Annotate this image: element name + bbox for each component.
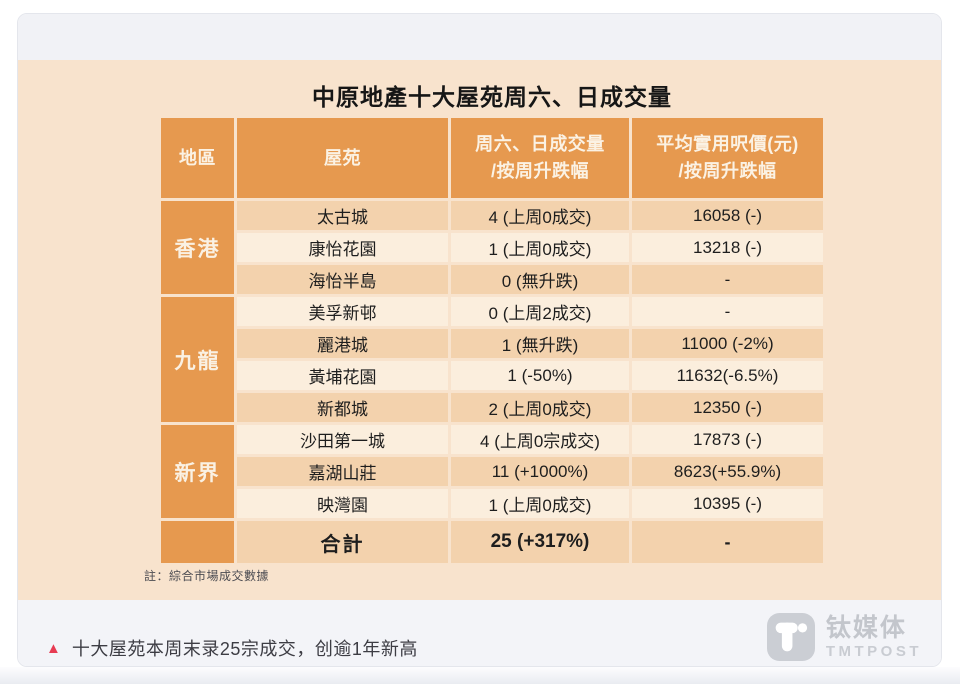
- volume-cell: 1 (上周0成交): [451, 489, 629, 518]
- estate-cell: 海怡半島: [237, 265, 448, 294]
- top-band: [18, 14, 941, 60]
- volume-cell: 1 (上周0成交): [451, 233, 629, 262]
- col-header-region: 地區: [161, 118, 234, 198]
- region-cell-newterritories: 新界: [161, 425, 234, 518]
- estate-cell: 美孚新邨: [237, 297, 448, 326]
- price-cell: 16058 (-): [632, 201, 823, 230]
- col-header-volume: 周六、日成交量 /按周升跌幅: [451, 118, 629, 198]
- table-row: 新界 沙田第一城 4 (上周0宗成交) 17873 (-): [161, 425, 823, 518]
- header-row: 地區 屋苑 周六、日成交量 /按周升跌幅 平均實用呎價(元) /按周升跌幅: [161, 118, 823, 198]
- volume-cell: 0 (無升跌): [451, 265, 629, 294]
- table-row: 九龍 美孚新邨 0 (上周2成交) -: [161, 297, 823, 422]
- table-row: 映灣園 1 (上周0成交) 10395 (-): [161, 489, 823, 518]
- price-cell: 8623(+55.9%): [632, 457, 823, 486]
- image-caption: ▲ 十大屋苑本周末录25宗成交，创逾1年新高: [46, 635, 418, 661]
- table-row: 新都城 2 (上周0成交) 12350 (-): [161, 393, 823, 422]
- col-header-price: 平均實用呎價(元) /按周升跌幅: [632, 118, 823, 198]
- price-cell: -: [632, 265, 823, 294]
- price-cell: 10395 (-): [632, 489, 823, 518]
- col-header-price-line2: /按周升跌幅: [678, 161, 777, 181]
- price-cell: 12350 (-): [632, 393, 823, 422]
- table-row: 黃埔花園 1 (-50%) 11632(-6.5%): [161, 361, 823, 390]
- tmtpost-logo: 钛媒体 TMTPOST: [766, 613, 922, 661]
- footer-band: ▲ 十大屋苑本周末录25宗成交，创逾1年新高 钛媒体 TMTPOST: [18, 600, 941, 666]
- table-row: 嘉湖山莊 11 (+1000%) 8623(+55.9%): [161, 457, 823, 486]
- volume-cell: 1 (無升跌): [451, 329, 629, 358]
- total-price-cell: -: [632, 521, 823, 563]
- table-title: 中原地產十大屋苑周六、日成交量: [312, 84, 672, 110]
- article-image-card: 中原地產十大屋苑周六、日成交量 地區 屋苑 周六、日成交量 /按周升跌幅 平均實…: [17, 13, 942, 667]
- region-cell-hongkong: 香港: [161, 201, 234, 294]
- logo-text-block: 钛媒体 TMTPOST: [825, 613, 922, 660]
- price-cell: 11000 (-2%): [632, 329, 823, 358]
- price-cell: 17873 (-): [632, 425, 823, 454]
- total-volume-cell: 25 (+317%): [451, 521, 629, 563]
- page-bottom-strip: [0, 667, 960, 684]
- estate-cell: 黃埔花園: [237, 361, 448, 390]
- table-row: 香港 太古城 4 (上周0成交) 16058 (-): [161, 201, 823, 294]
- volume-cell: 4 (上周0宗成交): [451, 425, 629, 454]
- logo-cn-text: 钛媒体: [825, 613, 907, 642]
- estate-cell: 麗港城: [237, 329, 448, 358]
- volume-cell: 1 (-50%): [451, 361, 629, 390]
- estate-cell: 太古城: [237, 201, 448, 230]
- caption-text: 十大屋苑本周末录25宗成交，创逾1年新高: [71, 639, 418, 659]
- col-header-volume-line1: 周六、日成交量: [475, 134, 605, 154]
- price-cell: 13218 (-): [632, 233, 823, 262]
- volume-cell: 0 (上周2成交): [451, 297, 629, 326]
- volume-cell: 2 (上周0成交): [451, 393, 629, 422]
- table-row: 康怡花園 1 (上周0成交) 13218 (-): [161, 233, 823, 262]
- price-cell: 11632(-6.5%): [632, 361, 823, 390]
- up-triangle-icon: ▲: [46, 639, 61, 657]
- col-header-volume-line2: /按周升跌幅: [490, 161, 589, 181]
- tmtpost-t-icon: [766, 613, 815, 661]
- logo-en-text: TMTPOST: [825, 642, 922, 660]
- estate-cell: 康怡花園: [237, 233, 448, 262]
- estate-cell: 沙田第一城: [237, 425, 448, 454]
- estate-cell: 新都城: [237, 393, 448, 422]
- region-cell-kowloon: 九龍: [161, 297, 234, 422]
- estate-cell: 映灣園: [237, 489, 448, 518]
- table-row: 麗港城 1 (無升跌) 11000 (-2%): [161, 329, 823, 358]
- volume-cell: 11 (+1000%): [451, 457, 629, 486]
- estates-table: 地區 屋苑 周六、日成交量 /按周升跌幅 平均實用呎價(元) /按周升跌幅: [158, 115, 826, 566]
- col-header-price-line1: 平均實用呎價(元): [656, 134, 799, 154]
- infographic-panel: 中原地產十大屋苑周六、日成交量 地區 屋苑 周六、日成交量 /按周升跌幅 平均實…: [18, 60, 941, 600]
- estate-cell: 嘉湖山莊: [237, 457, 448, 486]
- table-row: 海怡半島 0 (無升跌) -: [161, 265, 823, 294]
- table-note: 註：綜合市場成交數據: [144, 569, 270, 583]
- total-row: 合計 25 (+317%) -: [161, 521, 823, 563]
- region-cell-empty: [161, 521, 234, 563]
- total-label-cell: 合計: [237, 521, 448, 563]
- price-cell: -: [632, 297, 823, 326]
- volume-cell: 4 (上周0成交): [451, 201, 629, 230]
- col-header-estate: 屋苑: [237, 118, 448, 198]
